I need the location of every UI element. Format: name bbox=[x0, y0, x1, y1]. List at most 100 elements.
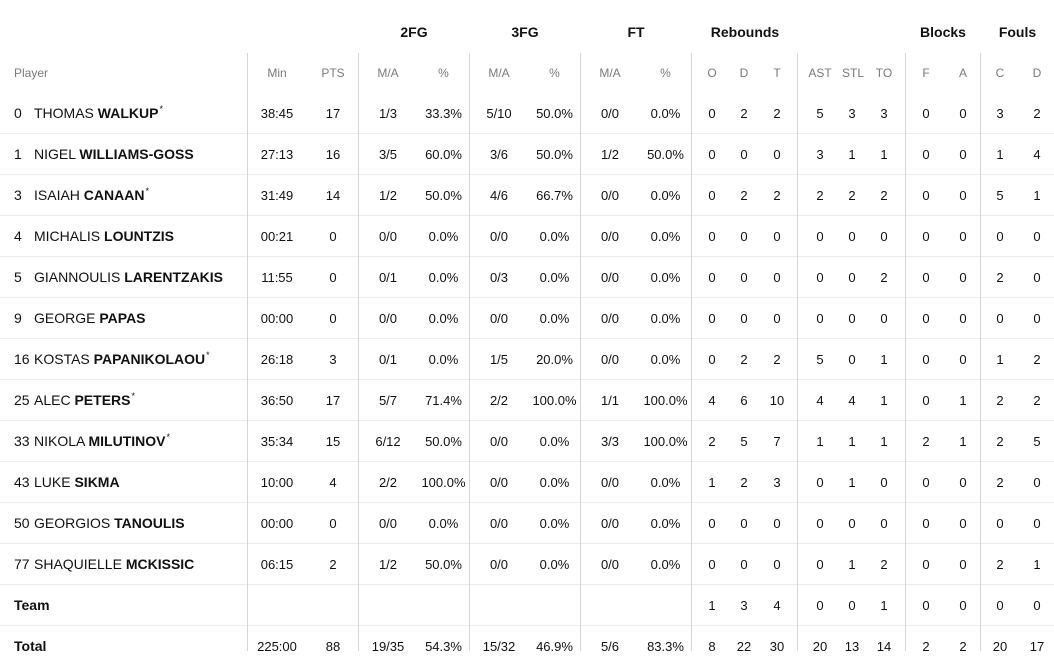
stat-foul-c: 0 bbox=[980, 503, 1020, 544]
player-first-name: THOMAS bbox=[34, 105, 94, 121]
stat-foul-c: 2 bbox=[980, 544, 1020, 585]
stat-min: 00:21 bbox=[247, 216, 307, 257]
player-last-name[interactable]: WALKUP bbox=[98, 105, 159, 121]
stat-ast: 3 bbox=[798, 134, 842, 175]
divider bbox=[691, 53, 692, 651]
divider bbox=[797, 53, 798, 651]
stat-foul-c: 2 bbox=[980, 380, 1020, 421]
stat-fg2-ma: 5/7 bbox=[359, 380, 417, 421]
stat-fg2-ma: 0/1 bbox=[359, 257, 417, 298]
stat-pts: 17 bbox=[307, 93, 359, 134]
stat-reb-o: 0 bbox=[692, 134, 732, 175]
stat-blk-a: 2 bbox=[946, 626, 980, 666]
stat-stl: 0 bbox=[842, 257, 862, 298]
player-number: 5 bbox=[14, 269, 34, 285]
stat-fg3-ma: 0/0 bbox=[470, 216, 528, 257]
col-header-foul-d[interactable]: D bbox=[1020, 53, 1054, 93]
player-last-name[interactable]: LARENTZAKIS bbox=[124, 269, 223, 285]
stat-min: 10:00 bbox=[247, 462, 307, 503]
player-last-name[interactable]: LOUNTZIS bbox=[104, 228, 174, 244]
col-header-stl[interactable]: STL bbox=[842, 53, 862, 93]
stat-ast: 5 bbox=[798, 93, 842, 134]
stat-fg2-ma: 0/0 bbox=[359, 216, 417, 257]
stat-pts: 3 bbox=[307, 339, 359, 380]
stat-ast: 4 bbox=[798, 380, 842, 421]
col-header-reb-d[interactable]: D bbox=[732, 53, 756, 93]
col-header-fg2-ma[interactable]: M/A bbox=[359, 53, 417, 93]
player-last-name[interactable]: CANAAN bbox=[84, 187, 145, 203]
col-header-ast[interactable]: AST bbox=[798, 53, 842, 93]
stat-ft-ma: 0/0 bbox=[581, 257, 639, 298]
stat-fg3-pct: 0.0% bbox=[528, 421, 581, 462]
stat-fg3-pct: 0.0% bbox=[528, 298, 581, 339]
col-header-foul-c[interactable]: C bbox=[980, 53, 1020, 93]
col-header-blk-f[interactable]: F bbox=[906, 53, 946, 93]
stat-stl: 0 bbox=[842, 585, 862, 626]
col-header-fg2-pct[interactable]: % bbox=[417, 53, 470, 93]
stat-fg2-pct: 71.4% bbox=[417, 380, 470, 421]
player-last-name[interactable]: SIKMA bbox=[74, 474, 119, 490]
stat-reb-d: 2 bbox=[732, 93, 756, 134]
col-header-ft-ma[interactable]: M/A bbox=[581, 53, 639, 93]
player-last-name[interactable]: PAPAS bbox=[99, 310, 145, 326]
stat-fg2-ma: 1/2 bbox=[359, 544, 417, 585]
stat-pts: 0 bbox=[307, 216, 359, 257]
stat-ft-ma: 0/0 bbox=[581, 175, 639, 216]
stat-reb-o: 8 bbox=[692, 626, 732, 666]
stat-blk-f: 0 bbox=[906, 544, 946, 585]
col-header-ft-pct[interactable]: % bbox=[639, 53, 692, 93]
col-header-reb-o[interactable]: O bbox=[692, 53, 732, 93]
col-header-to[interactable]: TO bbox=[862, 53, 906, 93]
stat-ft-ma: 5/6 bbox=[581, 626, 639, 666]
stat-ft-ma: 3/3 bbox=[581, 421, 639, 462]
player-number: 43 bbox=[14, 474, 34, 490]
stat-reb-d: 22 bbox=[732, 626, 756, 666]
col-header-min[interactable]: Min bbox=[247, 53, 307, 93]
stat-ft-ma: 0/0 bbox=[581, 339, 639, 380]
group-2fg: 2FG bbox=[359, 24, 469, 42]
player-first-name: KOSTAS bbox=[34, 351, 90, 367]
stat-blk-f: 0 bbox=[906, 380, 946, 421]
stat-reb-o: 0 bbox=[692, 503, 732, 544]
stat-fg3-ma bbox=[470, 585, 528, 626]
col-header-reb-t[interactable]: T bbox=[756, 53, 798, 93]
stat-fg2-ma: 2/2 bbox=[359, 462, 417, 503]
col-header-fg3-ma[interactable]: M/A bbox=[470, 53, 528, 93]
stat-ast: 0 bbox=[798, 544, 842, 585]
col-header-blk-a[interactable]: A bbox=[946, 53, 980, 93]
stat-stl: 3 bbox=[842, 93, 862, 134]
stat-fg3-pct bbox=[528, 585, 581, 626]
player-last-name[interactable]: WILLIAMS-GOSS bbox=[79, 146, 193, 162]
col-header-fg3-pct[interactable]: % bbox=[528, 53, 581, 93]
stat-reb-o: 0 bbox=[692, 298, 732, 339]
stat-blk-f: 0 bbox=[906, 462, 946, 503]
stat-pts: 0 bbox=[307, 503, 359, 544]
player-last-name[interactable]: PETERS bbox=[74, 392, 130, 408]
stat-stl: 1 bbox=[842, 134, 862, 175]
stat-blk-f: 0 bbox=[906, 339, 946, 380]
stat-reb-o: 0 bbox=[692, 216, 732, 257]
player-last-name[interactable]: MCKISSIC bbox=[126, 556, 194, 572]
stat-reb-o: 0 bbox=[692, 257, 732, 298]
stat-reb-t: 10 bbox=[756, 380, 798, 421]
player-number: 16 bbox=[14, 351, 34, 367]
player-last-name[interactable]: MILUTINOV bbox=[88, 433, 165, 449]
stat-min: 26:18 bbox=[247, 339, 307, 380]
stat-fg2-pct: 50.0% bbox=[417, 421, 470, 462]
stat-ft-ma: 0/0 bbox=[581, 544, 639, 585]
stat-reb-t: 0 bbox=[756, 257, 798, 298]
col-header-pts[interactable]: PTS bbox=[307, 53, 359, 93]
player-last-name[interactable]: TANOULIS bbox=[114, 515, 185, 531]
player-last-name[interactable]: PAPANIKOLAOU bbox=[94, 351, 205, 367]
stat-foul-c: 1 bbox=[980, 134, 1020, 175]
stat-foul-d: 0 bbox=[1020, 298, 1054, 339]
col-header-player[interactable]: Player bbox=[0, 53, 247, 93]
